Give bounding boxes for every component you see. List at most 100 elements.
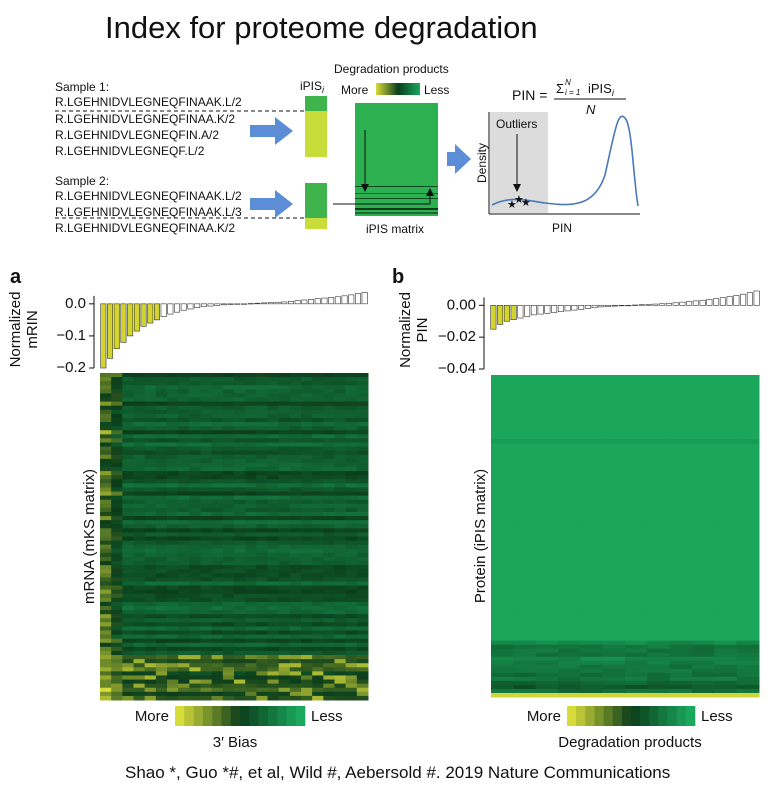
heatmap-cell xyxy=(278,381,291,386)
heatmap-cell xyxy=(669,507,693,513)
heatmap-cell xyxy=(111,373,123,378)
heatmap-cell xyxy=(625,403,648,408)
heatmap-cell xyxy=(245,503,257,509)
heatmap-cell xyxy=(200,413,213,419)
heatmap-cell xyxy=(513,628,537,634)
heatmap-cell xyxy=(245,458,257,464)
heatmap-cell xyxy=(323,581,335,587)
heatmap-cell xyxy=(267,671,280,676)
heatmap-cell xyxy=(256,471,268,476)
heatmap-cell xyxy=(200,626,213,632)
heatmap-cell xyxy=(625,680,648,686)
heatmap-cell xyxy=(669,511,693,517)
heatmap-cell xyxy=(692,668,715,674)
heatmap-cell xyxy=(189,622,201,627)
heatmap-cell xyxy=(535,656,559,662)
heatmap-cell xyxy=(535,540,559,545)
heatmap-cell xyxy=(602,556,626,561)
heatmap-cell xyxy=(144,601,157,607)
heatmap-cell xyxy=(558,403,581,408)
heatmap-cell xyxy=(580,495,604,501)
heatmap-cell xyxy=(256,516,268,521)
y-tick-label: 0.0 xyxy=(65,295,86,312)
heatmap-cell xyxy=(144,458,157,464)
heatmap-cell xyxy=(513,403,537,408)
heatmap-cell xyxy=(535,475,559,481)
heatmap-cell xyxy=(155,446,168,452)
heatmap-cell xyxy=(167,532,179,537)
heatmap-cell xyxy=(345,642,358,648)
heatmap-cell xyxy=(301,426,313,431)
heatmap-cell xyxy=(178,397,190,403)
heatmap-cell xyxy=(245,622,257,627)
heatmap-cell xyxy=(200,667,213,672)
heatmap-cell xyxy=(602,540,626,545)
heatmap-cell xyxy=(289,430,302,435)
heatmap-cell xyxy=(736,688,760,694)
heatmap-cell xyxy=(602,375,626,380)
heatmap-cell xyxy=(714,495,738,501)
heatmap-cell xyxy=(178,417,190,423)
heatmap-cell xyxy=(345,622,358,627)
heatmap-cell xyxy=(669,572,693,577)
heatmap-cell xyxy=(345,516,358,521)
heatmap-cell xyxy=(178,528,190,533)
heatmap-cell xyxy=(256,663,268,668)
heatmap-cell xyxy=(122,544,134,550)
heatmap-cell xyxy=(200,683,213,689)
heatmap-cell xyxy=(111,601,123,607)
heatmap-cell xyxy=(222,618,235,623)
heatmap-cell xyxy=(535,411,559,416)
heatmap-cell xyxy=(189,524,201,529)
heatmap-cell xyxy=(669,391,693,396)
heatmap-cell xyxy=(334,536,347,542)
heatmap-cell xyxy=(167,655,179,660)
peptide: R.LGEHNIDVLEGNEQFINAA.K/2 xyxy=(55,221,235,235)
heatmap-cell xyxy=(178,430,190,435)
heatmap-cell xyxy=(714,568,738,573)
heatmap-cell xyxy=(245,454,257,460)
heatmap-cell xyxy=(178,552,190,558)
heatmap-cell xyxy=(155,401,168,407)
heatmap-cell xyxy=(267,540,280,546)
heatmap-cell xyxy=(289,483,302,488)
heatmap-cell xyxy=(211,556,224,562)
heatmap-cell xyxy=(312,507,324,513)
heatmap-cell xyxy=(155,487,168,493)
heatmap-cell xyxy=(714,523,738,529)
heatmap-cell xyxy=(122,528,134,533)
heatmap-cell xyxy=(647,656,671,662)
heatmap-cell xyxy=(625,467,648,473)
heatmap-cell xyxy=(155,638,168,644)
heatmap-cell xyxy=(602,576,626,581)
heatmap-cell xyxy=(491,451,514,456)
heatmap-cell xyxy=(211,573,224,578)
heatmap-cell xyxy=(144,610,157,615)
heatmap-cell xyxy=(144,389,157,394)
heatmap-cell xyxy=(178,622,190,627)
heatmap-cell xyxy=(278,520,291,525)
heatmap-cell xyxy=(323,638,335,644)
heatmap-cell xyxy=(692,447,715,452)
heatmap-cell xyxy=(167,434,179,439)
y-tick-label: −0.1 xyxy=(56,327,86,344)
legend-swatch xyxy=(230,706,241,726)
heatmap-cell xyxy=(580,636,604,642)
heatmap-cell xyxy=(211,655,224,660)
heatmap-cell xyxy=(513,536,537,541)
heatmap-cell xyxy=(602,604,626,609)
heatmap-cell xyxy=(312,569,324,574)
heatmap-cell xyxy=(669,628,693,634)
heatmap-cell xyxy=(211,491,224,497)
heatmap-cell xyxy=(736,527,760,533)
heatmap-cell xyxy=(580,680,604,686)
heatmap-cell xyxy=(122,417,134,423)
heatmap-cell xyxy=(491,540,514,545)
heatmap-cell xyxy=(234,516,246,521)
heatmap-cell xyxy=(100,585,112,591)
heatmap-cell xyxy=(535,395,559,400)
heatmap-cell xyxy=(535,624,559,630)
heatmap-cell xyxy=(211,630,224,636)
heatmap-cell xyxy=(513,608,537,613)
heatmap-cell xyxy=(111,458,123,464)
